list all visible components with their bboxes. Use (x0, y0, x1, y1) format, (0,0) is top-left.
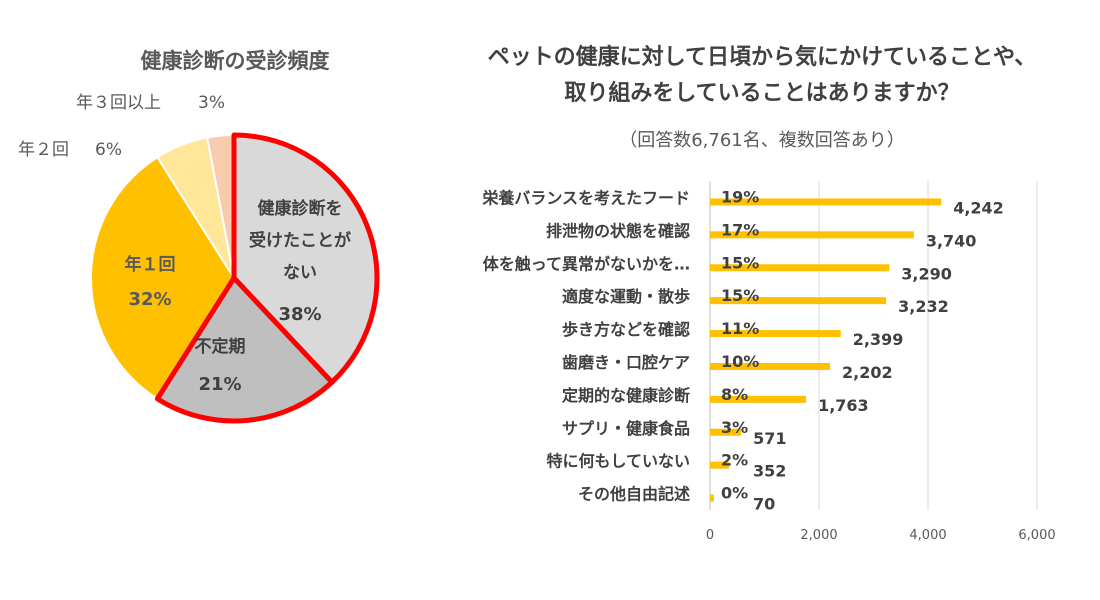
value-label: 70 (753, 495, 775, 514)
pie-slice-label: 年３回以上 (76, 93, 161, 113)
bar (710, 297, 887, 305)
x-tick-label: 4,000 (909, 528, 946, 543)
value-label: 3,740 (926, 231, 977, 250)
percent-label: 3% (721, 418, 748, 437)
percent-label: 10% (721, 352, 759, 371)
bar (710, 198, 942, 206)
category-label: その他自由記述 (578, 485, 690, 504)
percent-label: 2% (721, 451, 748, 470)
pie-slice-label: 不定期 (195, 336, 246, 357)
value-label: 3,290 (901, 264, 952, 283)
bar (710, 264, 890, 272)
category-label: 栄養バランスを考えたフード (481, 188, 690, 207)
value-label: 352 (753, 462, 786, 481)
percent-label: 19% (721, 187, 759, 206)
value-label: 2,399 (853, 330, 904, 349)
pie-slice-label: 年１回 (125, 254, 176, 275)
pie-slice-percent: 3% (198, 93, 225, 113)
pie-slice-label: 受けたことが (249, 230, 351, 251)
x-tick-label: 0 (706, 528, 714, 543)
value-label: 4,242 (953, 198, 1004, 217)
category-label: 歩き方などを確認 (562, 320, 690, 339)
percent-label: 11% (721, 319, 759, 338)
x-tick-label: 6,000 (1018, 528, 1055, 543)
bar (710, 231, 914, 239)
value-label: 1,763 (818, 396, 869, 415)
category-label: 体を触って異常がないかを… (483, 254, 690, 273)
value-label: 3,232 (898, 297, 949, 316)
percent-label: 17% (721, 220, 759, 239)
bar-chart: ペットの健康に対して日頃から気にかけていることや、取り組みをしていることはありま… (481, 44, 1055, 543)
category-label: 適度な運動・散歩 (562, 287, 690, 306)
category-label: 特に何もしていない (546, 452, 690, 471)
value-label: 2,202 (842, 363, 893, 382)
category-label: 定期的な健康診断 (561, 386, 690, 405)
pie-slice (154, 275, 335, 424)
pie-slice-percent: 38% (278, 304, 321, 325)
pie-slice (231, 132, 380, 385)
bar (710, 330, 841, 338)
pie-slice-percent: 32% (128, 289, 171, 310)
category-label: 歯磨き・口腔ケア (562, 353, 690, 372)
category-label: 排泄物の状態を確認 (546, 221, 690, 240)
pie-slice-label: 年２回 (18, 140, 69, 160)
percent-label: 15% (721, 286, 759, 305)
pie-slice-percent: 21% (198, 374, 241, 395)
percent-label: 0% (721, 484, 748, 503)
category-label: サプリ・健康食品 (562, 419, 690, 438)
percent-label: 15% (721, 253, 759, 272)
pie-title: 健康診断の受診頻度 (141, 49, 330, 73)
bar-title: 取り組みをしていることはありますか？ (564, 80, 959, 106)
bar-subtitle: （回答数6,761名、複数回答あり） (619, 130, 905, 151)
pie-slice-percent: 6% (95, 140, 122, 160)
bar-title: ペットの健康に対して日頃から気にかけていることや、 (488, 44, 1037, 70)
bar (710, 428, 742, 436)
bar (710, 494, 714, 502)
value-label: 571 (753, 429, 786, 448)
percent-label: 8% (721, 385, 748, 404)
pie-slice-label: 健康診断を (258, 198, 343, 219)
pie-slice (90, 156, 235, 400)
x-tick-label: 2,000 (800, 528, 837, 543)
pie-slice-label: ない (283, 263, 317, 283)
bar (710, 395, 807, 403)
bar (710, 362, 831, 370)
bar (710, 461, 730, 469)
